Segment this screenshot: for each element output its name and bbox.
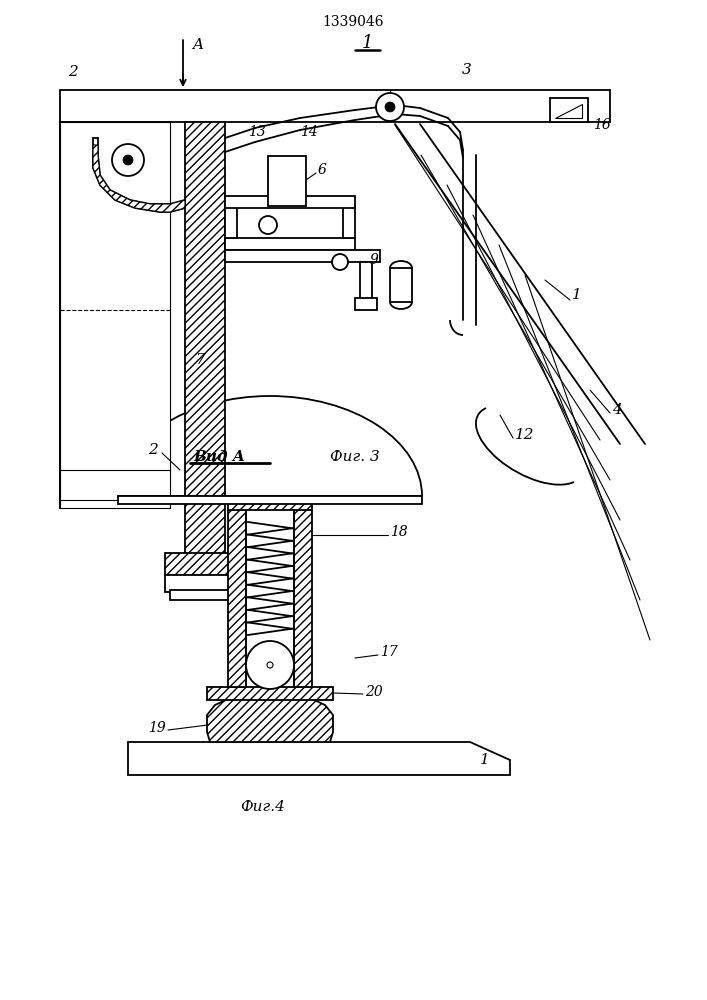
Bar (343, 206, 355, 238)
Text: A: A (192, 38, 203, 52)
Bar (185, 122, 225, 555)
Text: 17: 17 (380, 645, 398, 659)
Polygon shape (93, 138, 185, 212)
Text: 13: 13 (248, 125, 266, 139)
Text: 7: 7 (195, 353, 205, 367)
Bar (60, 90, 610, 122)
Polygon shape (93, 145, 185, 212)
Text: Фиг. 3: Фиг. 3 (330, 450, 380, 464)
Text: 2: 2 (68, 65, 78, 79)
Circle shape (332, 254, 348, 270)
Bar (355, 298, 377, 310)
Text: 1339046: 1339046 (322, 15, 384, 29)
Bar (60, 122, 170, 508)
Text: 14: 14 (300, 125, 317, 139)
Text: 3: 3 (462, 63, 472, 77)
Bar (155, 122, 170, 508)
Text: 9: 9 (370, 253, 379, 267)
Text: 19: 19 (148, 721, 165, 735)
Text: Фиг.4: Фиг.4 (240, 800, 285, 814)
Bar (207, 687, 333, 700)
Bar (228, 496, 312, 510)
Bar (228, 510, 246, 687)
Polygon shape (207, 695, 333, 742)
Circle shape (259, 216, 277, 234)
Bar (360, 262, 372, 300)
Text: 2: 2 (148, 443, 158, 457)
Polygon shape (555, 104, 582, 118)
Text: Вид A: Вид A (193, 450, 245, 464)
Bar (165, 575, 245, 592)
Bar (225, 206, 237, 238)
Text: 6: 6 (318, 163, 327, 177)
Polygon shape (128, 742, 510, 775)
Polygon shape (60, 122, 170, 508)
Circle shape (246, 641, 294, 689)
Bar (225, 238, 355, 250)
Text: 12: 12 (515, 428, 534, 442)
Text: 16: 16 (593, 118, 611, 132)
Bar (170, 590, 240, 600)
Bar (60, 122, 75, 508)
Text: 1: 1 (572, 288, 582, 302)
Text: 1: 1 (361, 34, 373, 52)
Text: 18: 18 (390, 525, 408, 539)
Bar (225, 250, 380, 262)
Circle shape (123, 155, 133, 165)
Bar (390, 268, 412, 302)
Circle shape (112, 144, 144, 176)
Text: 20: 20 (365, 685, 382, 699)
Circle shape (376, 93, 404, 121)
Bar (118, 496, 422, 504)
Bar (165, 553, 245, 575)
Text: 4: 4 (612, 403, 621, 417)
Bar (225, 196, 355, 208)
Circle shape (267, 662, 273, 668)
Bar (294, 510, 312, 687)
Bar (268, 156, 306, 206)
Bar (550, 98, 588, 122)
Circle shape (385, 102, 395, 112)
Text: 1: 1 (480, 753, 490, 767)
